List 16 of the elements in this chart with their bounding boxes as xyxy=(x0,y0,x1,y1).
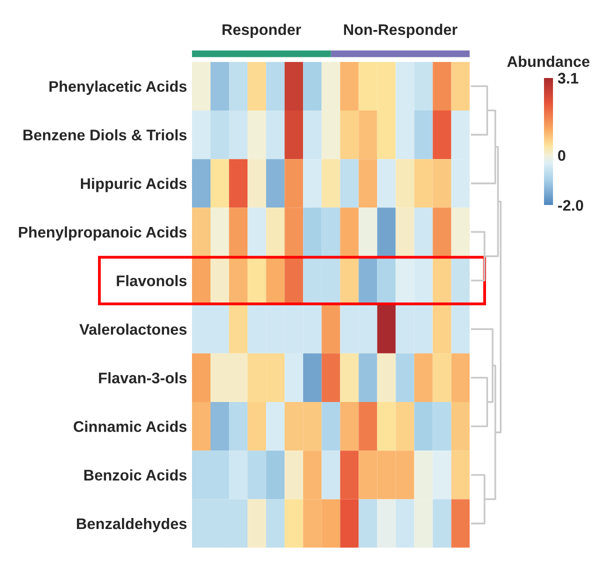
text: Non-Responder xyxy=(344,24,458,38)
y-tick-label: Cinnamic Acids xyxy=(74,420,187,432)
y-tick-label: Benzaldehydes xyxy=(76,518,187,532)
y-tick-label: Flavonols xyxy=(116,275,187,286)
y-tick-label: Phenylacetic Acids xyxy=(49,80,187,95)
text: Responder xyxy=(222,24,302,38)
y-tick-label: Hippuric Acids xyxy=(80,178,187,192)
y-tick-label: Benzoic Acids xyxy=(84,469,187,481)
y-tick-label: Valerolactones xyxy=(79,324,187,335)
color-bar-title: Abundance xyxy=(507,56,590,67)
y-tick-label: Benzene Diols & Triols xyxy=(23,129,187,140)
color-bar-label: -2.0 xyxy=(558,200,584,211)
y-tick-label: Flavan-3-ols xyxy=(99,372,187,384)
color-bar-label: 3.1 xyxy=(558,72,578,84)
y-tick-label: Phenylpropanoic Acids xyxy=(18,226,187,241)
color-bar-label: 0 xyxy=(558,150,566,161)
